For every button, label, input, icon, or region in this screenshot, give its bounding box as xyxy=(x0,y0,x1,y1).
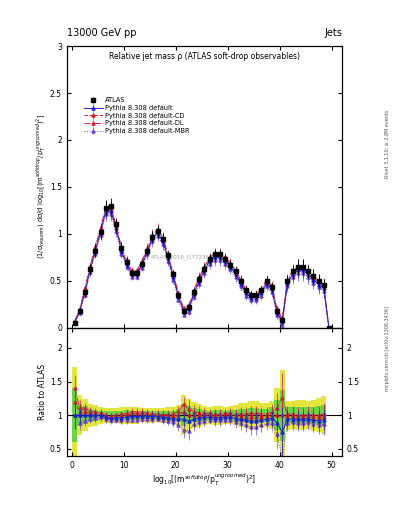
Text: Rivet 3.1.10; ≥ 2.8M events: Rivet 3.1.10; ≥ 2.8M events xyxy=(385,109,390,178)
Text: 13000 GeV pp: 13000 GeV pp xyxy=(67,28,136,38)
Legend: ATLAS, Pythia 8.308 default, Pythia 8.308 default-CD, Pythia 8.308 default-DL, P: ATLAS, Pythia 8.308 default, Pythia 8.30… xyxy=(84,97,190,134)
Text: ATLAS_2019_I1772562: ATLAS_2019_I1772562 xyxy=(151,254,214,260)
Text: Relative jet mass ρ (ATLAS soft-drop observables): Relative jet mass ρ (ATLAS soft-drop obs… xyxy=(109,52,300,61)
Y-axis label: Ratio to ATLAS: Ratio to ATLAS xyxy=(38,364,47,420)
X-axis label: log$_{10}$[(m$^{soft drop}$/p$_T^{ungroomed}$)$^2$]: log$_{10}$[(m$^{soft drop}$/p$_T^{ungroo… xyxy=(152,472,257,488)
Text: Jets: Jets xyxy=(324,28,342,38)
Y-axis label: (1/σ$_{resumm}$) dσ/d log$_{10}$[(m$^{soft drop}$/p$_T^{ungroomed}$)$^2$]: (1/σ$_{resumm}$) dσ/d log$_{10}$[(m$^{so… xyxy=(35,114,48,260)
Text: mcplots.cern.ch [arXiv:1306.3436]: mcplots.cern.ch [arXiv:1306.3436] xyxy=(385,306,390,391)
